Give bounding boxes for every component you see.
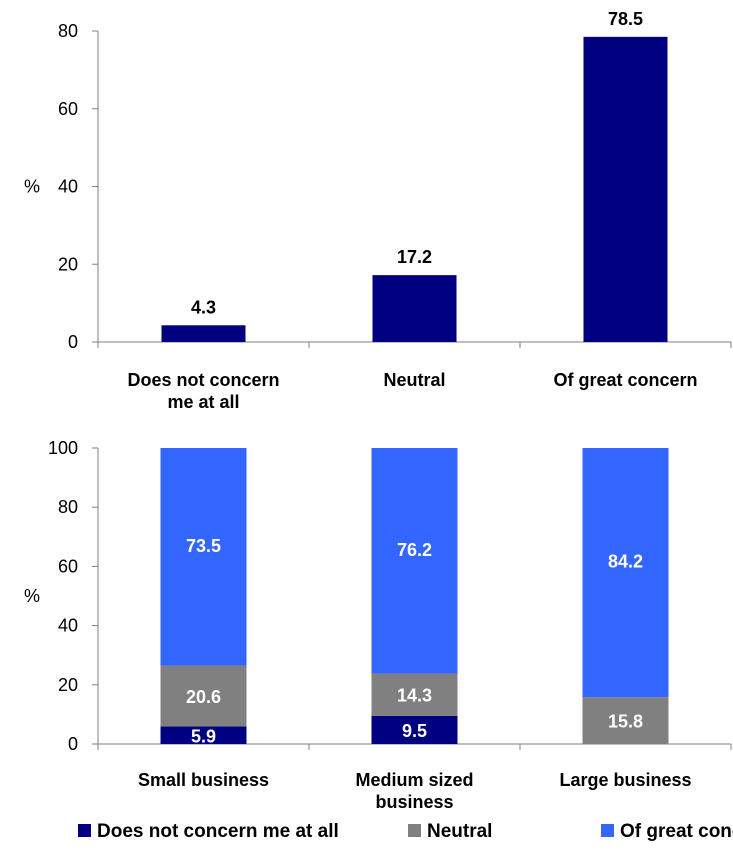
data-label: 84.2 (608, 552, 643, 572)
data-label: 76.2 (397, 540, 432, 560)
y-tick-label: 80 (58, 497, 78, 517)
x-category-label: business (375, 792, 453, 812)
data-label: 5.9 (191, 726, 216, 746)
y-tick-label: 80 (58, 21, 78, 41)
bar-segment (582, 697, 669, 744)
bar (161, 325, 246, 342)
y-tick-label: 60 (58, 556, 78, 576)
legend-swatch (601, 824, 614, 837)
y-axis-label: % (24, 586, 40, 606)
y-tick-label: 20 (58, 675, 78, 695)
y-tick-label: 40 (58, 177, 78, 197)
bar-segment (160, 726, 247, 744)
y-tick-label: 0 (68, 332, 78, 352)
x-category-label: Small business (138, 770, 269, 790)
x-category-label: Medium sized (355, 770, 473, 790)
bar-segment (371, 715, 458, 744)
legend-label: Of great concern (620, 821, 733, 842)
legend-label: Does not concern me at all (97, 821, 339, 842)
legend-swatch (78, 824, 91, 837)
data-label: 78.5 (608, 9, 643, 29)
bar (372, 275, 457, 342)
y-tick-label: 0 (68, 734, 78, 754)
data-label: 73.5 (186, 536, 221, 556)
y-tick-label: 40 (58, 616, 78, 636)
bar (583, 36, 668, 343)
x-category-label: Neutral (383, 370, 445, 390)
legend-swatch (408, 824, 421, 837)
bar-segment (582, 448, 669, 698)
data-label: 15.8 (608, 712, 643, 732)
legend-label: Neutral (427, 821, 492, 842)
bar-segment (160, 448, 247, 666)
data-label: 14.3 (397, 686, 432, 706)
bar-segment (371, 448, 458, 674)
y-tick-label: 20 (58, 254, 78, 274)
y-axis-label: % (24, 177, 40, 197)
y-tick-label: 60 (58, 99, 78, 119)
x-category-label: me at all (167, 392, 239, 412)
data-label: 9.5 (402, 721, 427, 741)
x-category-label: Does not concern (127, 370, 279, 390)
data-label: 4.3 (191, 297, 216, 317)
data-label: 20.6 (186, 687, 221, 707)
bar-segment (160, 665, 247, 727)
x-category-label: Large business (559, 770, 691, 790)
data-label: 17.2 (397, 247, 432, 267)
bar-segment (371, 673, 458, 716)
y-tick-label: 100 (48, 438, 78, 458)
x-category-label: Of great concern (553, 370, 697, 390)
